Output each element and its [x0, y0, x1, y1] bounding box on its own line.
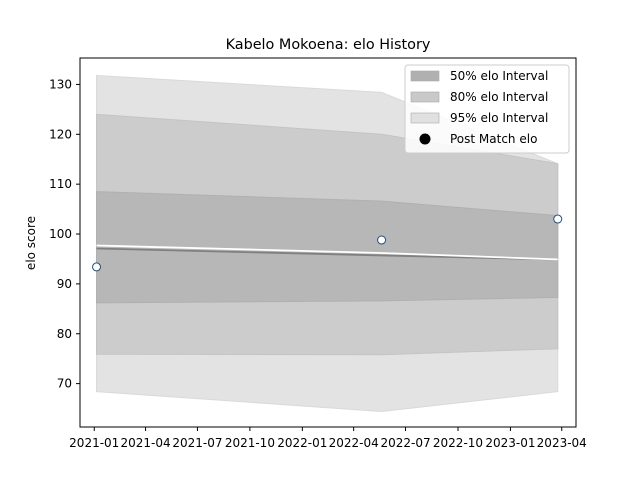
y-tick-label: 130 — [49, 77, 72, 91]
x-tick-label: 2022-07 — [380, 436, 430, 450]
band-3 — [96, 191, 559, 304]
legend-label: 50% elo Interval — [450, 69, 548, 83]
y-tick-label: 80 — [57, 327, 72, 341]
y-axis-title: elo score — [24, 216, 38, 270]
elo-lines — [96, 244, 558, 261]
legend-swatch — [410, 70, 440, 82]
x-tick-label: 2022-10 — [433, 436, 483, 450]
legend-label: Post Match elo — [450, 132, 537, 146]
legend-swatch — [410, 91, 440, 103]
x-tick-label: 2022-04 — [329, 436, 379, 450]
x-tick-label: 2021-04 — [120, 436, 170, 450]
y-tick-label: 100 — [49, 227, 72, 241]
x-tick-label: 2021-10 — [225, 436, 275, 450]
y-tick-label: 110 — [49, 177, 72, 191]
x-tick-label: 2021-01 — [69, 436, 119, 450]
legend-box — [404, 64, 570, 154]
legend: 50% elo Interval 80% elo Interval 95% elo … — [404, 64, 570, 154]
post-match-point — [92, 262, 102, 272]
x-tick-label: 2023-01 — [485, 436, 535, 450]
chart-title: Kabelo Mokoena: elo History — [226, 37, 431, 53]
legend-label: 80% elo Interval — [450, 90, 548, 104]
legend-marker — [419, 133, 431, 145]
legend-swatch — [410, 112, 440, 124]
interval-bands — [96, 74, 559, 413]
post-match-point — [377, 235, 387, 245]
x-axis-ticks: 2021-01 2021-04 2021-07 2021-10 2022-01 2022-… — [69, 427, 587, 450]
y-axis-ticks: 70 80 90 100 110 120 130 — [49, 77, 80, 391]
y-tick-label: 90 — [57, 277, 72, 291]
y-tick-label: 70 — [57, 377, 72, 391]
legend-label: 95% elo Interval — [450, 111, 548, 125]
x-tick-label: 2022-01 — [277, 436, 327, 450]
post-match-point — [553, 214, 563, 224]
x-tick-label: 2021-07 — [172, 436, 222, 450]
axes-frame — [79, 57, 577, 428]
post-match-points — [92, 214, 563, 272]
elo-line-2 — [96, 244, 558, 261]
x-tick-label: 2023-04 — [537, 436, 587, 450]
y-tick-label: 120 — [49, 127, 72, 141]
